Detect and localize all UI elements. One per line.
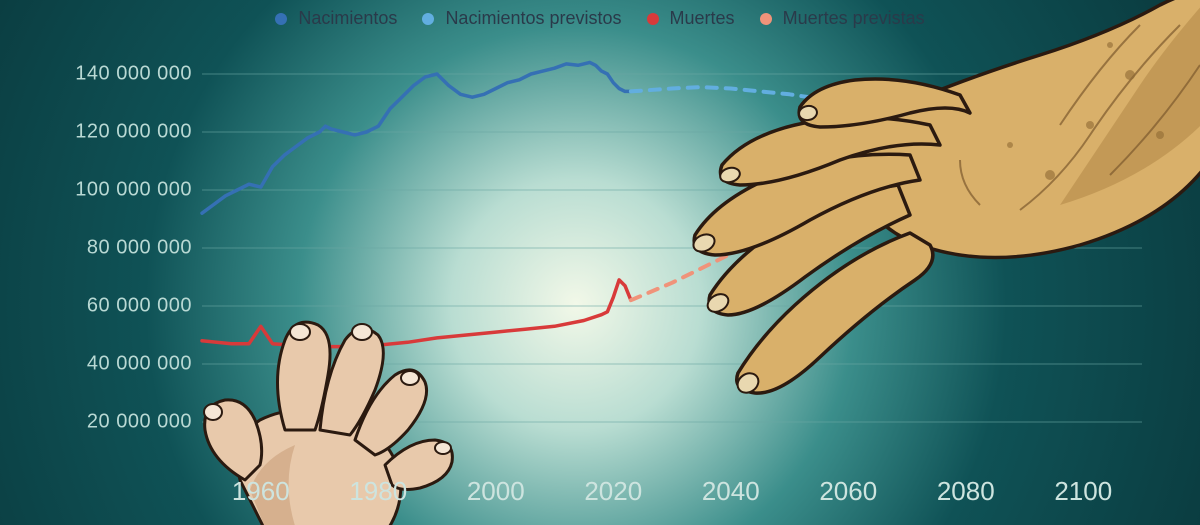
y-tick-label: 100 000 000 bbox=[75, 179, 192, 202]
chart-svg bbox=[202, 45, 1142, 480]
plot-area bbox=[202, 45, 1142, 480]
chart-legend: Nacimientos Nacimientos previstos Muerte… bbox=[0, 8, 1200, 29]
legend-dot-nacimientos-prev bbox=[422, 13, 434, 25]
legend-dot-muertes bbox=[647, 13, 659, 25]
series-nacimientos bbox=[202, 62, 631, 213]
y-tick-label: 80 000 000 bbox=[87, 237, 192, 260]
x-tick-label: 2020 bbox=[584, 476, 642, 507]
legend-label: Muertes previstas bbox=[783, 8, 925, 28]
x-tick-label: 2060 bbox=[819, 476, 877, 507]
x-tick-label: 2080 bbox=[937, 476, 995, 507]
y-tick-label: 120 000 000 bbox=[75, 121, 192, 144]
y-tick-label: 20 000 000 bbox=[87, 411, 192, 434]
legend-item-muertes: Muertes bbox=[647, 8, 735, 29]
legend-dot-nacimientos bbox=[275, 13, 287, 25]
x-tick-label: 1980 bbox=[349, 476, 407, 507]
legend-item-nacimientos-prev: Nacimientos previstos bbox=[422, 8, 621, 29]
x-tick-label: 2100 bbox=[1054, 476, 1112, 507]
series-nacimientos_previstos bbox=[631, 87, 1142, 135]
x-tick-label: 2040 bbox=[702, 476, 760, 507]
legend-label: Muertes bbox=[670, 8, 735, 28]
series-muertes_previstas bbox=[631, 123, 1142, 300]
x-tick-label: 2000 bbox=[467, 476, 525, 507]
x-tick-label: 1960 bbox=[232, 476, 290, 507]
y-tick-label: 60 000 000 bbox=[87, 295, 192, 318]
series-muertes bbox=[202, 280, 631, 347]
legend-item-nacimientos: Nacimientos bbox=[275, 8, 397, 29]
legend-item-muertes-prev: Muertes previstas bbox=[760, 8, 925, 29]
legend-dot-muertes-prev bbox=[760, 13, 772, 25]
legend-label: Nacimientos bbox=[298, 8, 397, 28]
y-tick-label: 140 000 000 bbox=[75, 63, 192, 86]
y-tick-label: 40 000 000 bbox=[87, 353, 192, 376]
legend-label: Nacimientos previstos bbox=[445, 8, 621, 28]
